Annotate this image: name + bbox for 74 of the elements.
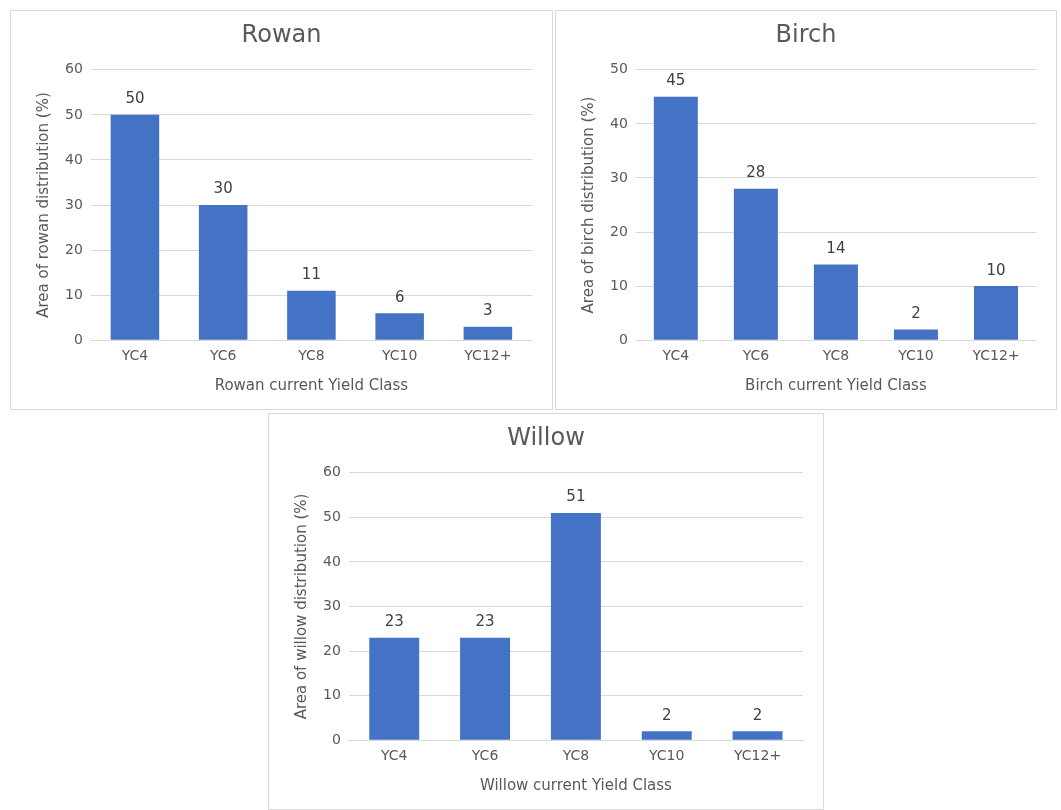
x-tick-label: YC10 (897, 347, 934, 364)
x-tick-label: YC8 (821, 347, 850, 364)
bar (733, 188, 778, 340)
x-tick-label: YC10 (648, 747, 685, 764)
bar (732, 731, 783, 740)
data-label: 14 (826, 238, 846, 257)
data-label: 28 (746, 163, 766, 182)
y-axis-title: Area of birch distribution (%) (578, 96, 597, 314)
y-tick-label: 60 (64, 60, 83, 77)
data-label: 50 (125, 89, 145, 108)
x-tick-label: YC4 (661, 347, 690, 364)
y-tick-label: 60 (322, 463, 341, 480)
data-label: 23 (384, 612, 404, 631)
y-tick-label: 0 (73, 330, 83, 347)
bar (110, 114, 160, 340)
data-label: 30 (213, 179, 233, 198)
bar (973, 286, 1018, 340)
y-tick-label: 20 (64, 240, 83, 257)
x-tick-label: YC4 (120, 347, 149, 364)
data-label: 45 (666, 71, 686, 90)
x-tick-label: YC6 (741, 347, 770, 364)
y-tick-label: 30 (322, 597, 341, 614)
x-tick-label: YC12+ (463, 347, 512, 364)
bar (550, 512, 601, 740)
y-tick-label: 50 (609, 60, 628, 77)
y-tick-label: 10 (322, 686, 341, 703)
y-tick-label: 20 (609, 222, 628, 239)
y-tick-label: 40 (322, 552, 341, 569)
x-tick-label: YC12+ (971, 347, 1020, 364)
bar (369, 637, 420, 740)
chart-title: Birch (775, 19, 837, 48)
bar (287, 290, 336, 340)
bar (198, 205, 248, 340)
data-label: 3 (483, 301, 493, 320)
y-tick-label: 30 (64, 195, 83, 212)
data-label: 6 (394, 287, 405, 306)
data-label: 11 (301, 265, 321, 284)
bar (653, 96, 698, 340)
x-axis-title: Birch current Yield Class (745, 375, 927, 394)
y-tick-label: 10 (64, 285, 83, 302)
x-axis-title: Rowan current Yield Class (214, 375, 409, 394)
y-tick-label: 10 (609, 276, 628, 293)
chart-title: Rowan (241, 19, 322, 48)
x-tick-label: YC4 (380, 747, 408, 764)
bar (813, 264, 858, 340)
x-tick-label: YC8 (297, 347, 325, 364)
y-tick-label: 40 (609, 114, 628, 131)
bar (893, 329, 938, 340)
x-tick-label: YC8 (561, 747, 590, 764)
y-tick-label: 40 (64, 150, 83, 167)
bar (460, 637, 511, 740)
y-axis-title: Area of rowan distribution (%) (33, 92, 52, 318)
data-label: 2 (911, 303, 921, 322)
x-tick-label: YC6 (470, 747, 499, 764)
x-tick-label: YC12+ (733, 747, 782, 764)
bar (463, 326, 513, 340)
x-tick-label: YC10 (380, 347, 418, 364)
data-label: 2 (752, 705, 763, 724)
x-tick-label: YC6 (208, 347, 237, 364)
bar (641, 731, 692, 740)
y-axis-title: Area of willow distribution (%) (291, 493, 310, 720)
data-label: 10 (986, 260, 1006, 279)
y-tick-label: 0 (618, 330, 628, 347)
data-label: 23 (475, 612, 495, 631)
y-tick-label: 30 (609, 168, 628, 185)
y-tick-label: 50 (64, 105, 83, 122)
y-tick-label: 20 (322, 641, 341, 658)
data-label: 51 (566, 487, 586, 506)
data-label: 2 (661, 705, 672, 724)
bar (375, 313, 424, 340)
chart-title: Willow (507, 422, 585, 451)
y-tick-label: 50 (322, 508, 341, 525)
x-axis-title: Willow current Yield Class (479, 775, 673, 794)
y-tick-label: 0 (331, 730, 341, 747)
